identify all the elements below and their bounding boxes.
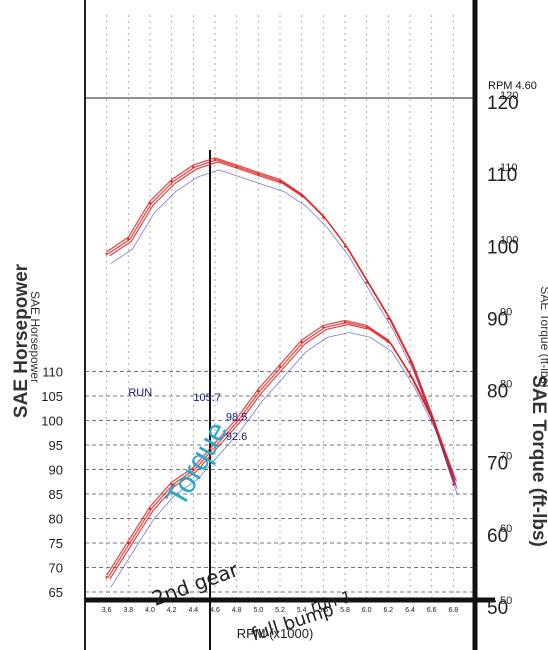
data-point [343, 321, 347, 324]
data-point [170, 180, 173, 183]
data-point [257, 173, 260, 176]
data-point [322, 326, 325, 329]
data-point [148, 202, 152, 205]
y-tick-label-right-inner: 110 [500, 162, 518, 174]
y-tick-label-right: 100 [487, 237, 519, 258]
data-point [278, 365, 282, 368]
axes [84, 0, 495, 650]
data-point [127, 238, 130, 241]
x-tick-label: 5.2 [275, 607, 285, 614]
annotation-label: 98.5 [226, 412, 247, 424]
x-tick-label: 4.6 [210, 607, 220, 614]
y-tick-label-right-inner: 100 [500, 234, 518, 246]
data-point [127, 541, 130, 545]
reference-trace [110, 169, 458, 495]
y-tick-label-right-inner: 120 [500, 90, 518, 102]
rpm-readout: RPM 4.60 [488, 80, 537, 92]
data-point [300, 340, 303, 344]
y-tick-label-left: 100 [41, 414, 63, 429]
data-point [192, 165, 195, 169]
data-point [105, 576, 108, 579]
y-tick-label-right-inner: 90 [500, 306, 512, 318]
x-tick-label: 6.2 [383, 607, 393, 614]
reference-trace [110, 332, 458, 588]
y-tick-label-right: 120 [487, 93, 519, 114]
x-tick-label: 5.0 [253, 607, 263, 614]
y-tick-label-right-inner: 80 [500, 379, 512, 391]
data-point [387, 340, 390, 344]
y-tick-label-right: 80 [487, 382, 508, 403]
data-point [365, 326, 368, 329]
y-tick-label-left: 65 [49, 585, 63, 600]
y-tick-label-left: 95 [49, 438, 63, 453]
data-point [278, 180, 282, 183]
series-line-horsepower [109, 323, 457, 580]
series-line-torque [106, 157, 454, 483]
x-tick-label: 4.8 [232, 607, 242, 614]
data-point [148, 507, 152, 510]
y-tick-label-right: 110 [487, 165, 517, 186]
y-tick-label-right: 90 [487, 309, 508, 330]
series-line-torque [109, 161, 457, 487]
x-tick-label: 6.4 [405, 607, 415, 614]
y-tick-label-left: 90 [49, 463, 63, 478]
data-point [170, 483, 173, 486]
x-tick-label: 5.8 [340, 607, 350, 614]
series-line-torque [107, 159, 456, 485]
x-tick-label: 6.6 [427, 607, 437, 614]
data-point [322, 216, 325, 219]
data-point [213, 443, 217, 447]
x-tick-label: 6.8 [448, 607, 458, 614]
y-tick-label-left: 85 [49, 487, 63, 502]
series-line-horsepower [107, 321, 456, 578]
y-tick-label-right: 60 [487, 526, 508, 547]
data-point [343, 245, 347, 248]
y-tick-label-right-inner: 50 [500, 595, 512, 607]
y-axis-label-left-inner: SAE Horsepower [28, 290, 42, 384]
data-point [213, 158, 217, 162]
data-point [300, 194, 303, 198]
y-tick-label-left: 75 [49, 536, 63, 551]
y-tick-label-left: 105 [41, 389, 63, 404]
torque-handwritten-label: Torque [160, 416, 234, 512]
data-point [387, 317, 390, 320]
x-tick-label: 3.8 [123, 607, 133, 614]
x-tick-label: 6.0 [362, 607, 372, 614]
annotation-label: 92.6 [226, 431, 247, 443]
y-tick-label-left: 110 [42, 365, 63, 380]
data-point [105, 252, 108, 255]
data-point [408, 375, 412, 378]
y-tick-label-left: 70 [49, 561, 63, 576]
x-tick-label: 5.4 [297, 607, 307, 614]
data-point [257, 389, 260, 393]
x-tick-label: 4.0 [145, 607, 155, 614]
x-tick-label: 5.6 [318, 607, 328, 614]
data-point [235, 419, 238, 422]
y-axis-label-right-inner: SAE Torque (ft-lbs) [538, 286, 548, 388]
y-tick-label-right: 70 [487, 454, 508, 475]
data-point [365, 281, 368, 284]
tick-labels: 65 70 75 80 85 90 95 100 105 110 50 60 70 80 90 100 110 1… [41, 90, 518, 641]
annotation-label: 105.7 [193, 392, 221, 404]
annotation-label: RUN [128, 387, 152, 399]
y-tick-label-left: 80 [49, 512, 63, 527]
y-tick-label-right-inner: 70 [500, 451, 512, 463]
grid [85, 15, 475, 600]
data-point [192, 468, 195, 471]
y-tick-label-right: 50 [487, 598, 508, 619]
x-axis-label: RPM (x1000) [237, 626, 314, 641]
y-tick-label-right-inner: 60 [500, 523, 512, 535]
x-tick-label: 4.2 [167, 607, 177, 614]
x-tick-label: 3.6 [102, 607, 112, 614]
x-tick-label: 4.4 [188, 607, 198, 614]
series-layer [105, 157, 458, 588]
data-point [235, 165, 238, 169]
